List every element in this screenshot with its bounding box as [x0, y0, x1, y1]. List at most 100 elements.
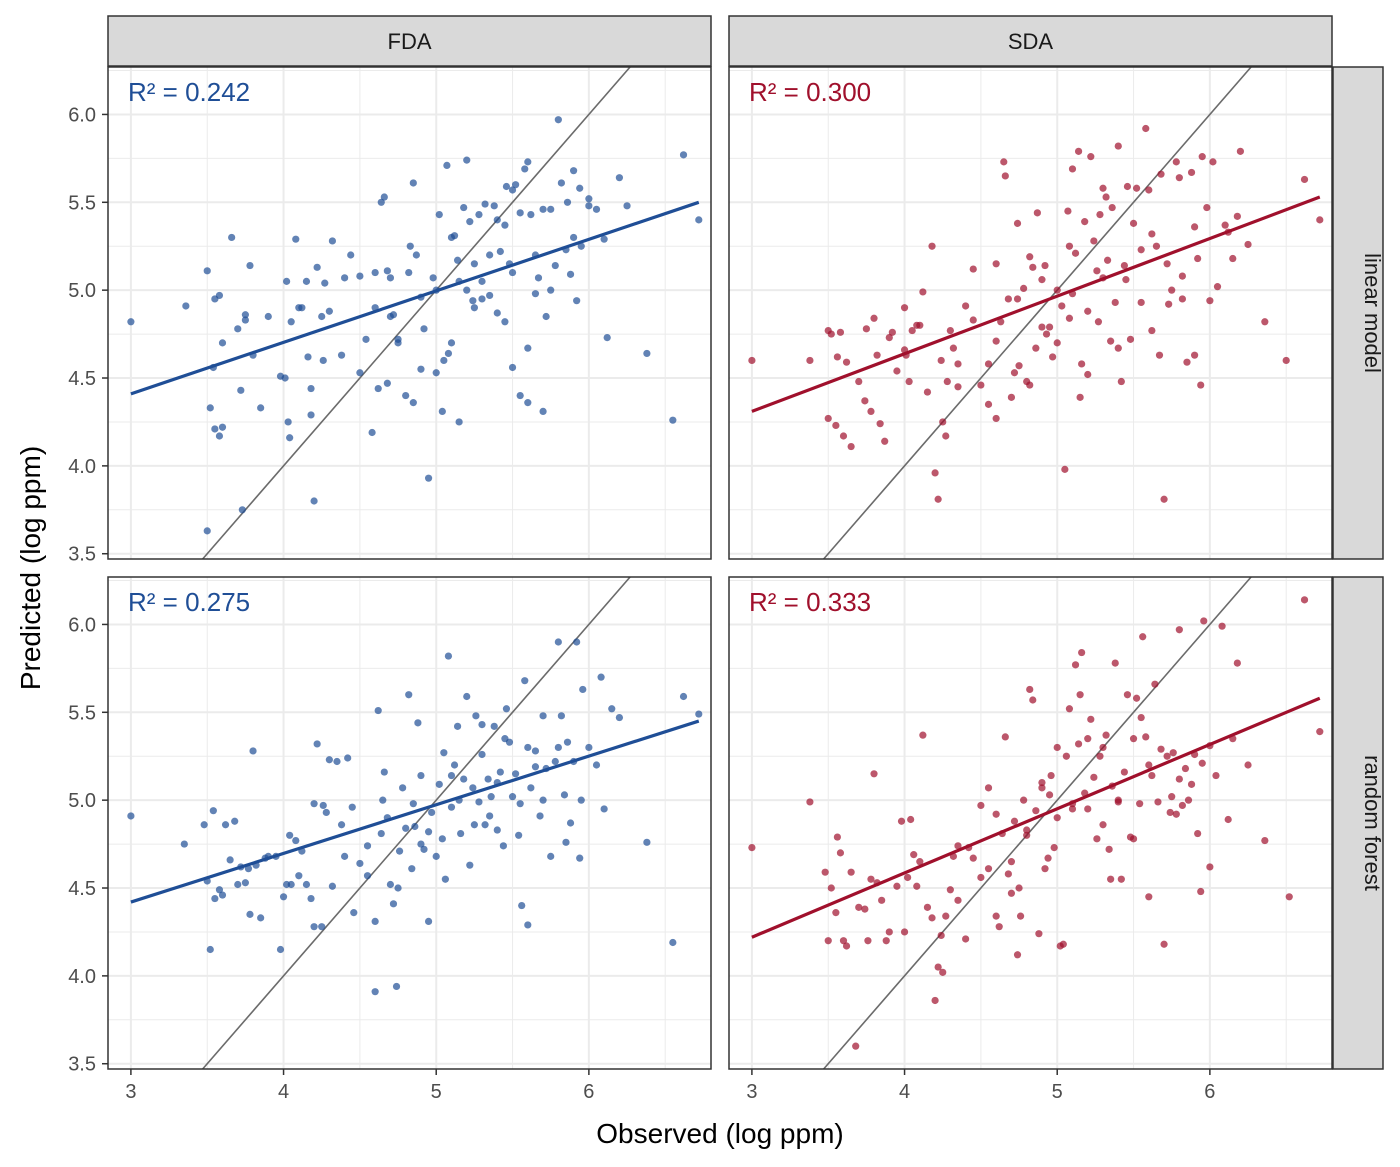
data-point	[1071, 249, 1080, 257]
data-point	[954, 896, 962, 904]
data-point	[380, 193, 388, 201]
data-point	[847, 868, 855, 876]
data-point	[861, 397, 869, 405]
data-point	[1165, 300, 1173, 308]
panel-border	[728, 576, 1333, 1070]
data-point	[478, 721, 486, 729]
data-point	[992, 260, 1000, 268]
data-point	[363, 842, 372, 850]
y-tick-label: 5.5	[68, 702, 96, 724]
data-point	[443, 161, 451, 169]
data-point	[570, 167, 578, 175]
x-tick-label: 6	[1204, 1081, 1215, 1103]
data-point	[241, 311, 249, 319]
data-point	[547, 205, 555, 213]
data-point	[824, 414, 832, 423]
data-point	[257, 914, 265, 922]
data-point	[424, 474, 433, 482]
data-point	[839, 937, 848, 945]
data-point	[1152, 242, 1161, 250]
data-point	[1132, 694, 1141, 702]
data-point	[218, 891, 227, 899]
data-point	[864, 937, 872, 945]
data-point	[417, 365, 425, 373]
data-point	[1071, 661, 1080, 669]
column-strip-label-fda: FDA	[388, 29, 432, 54]
data-point	[910, 851, 918, 859]
data-point	[977, 381, 985, 389]
data-point	[995, 923, 1003, 931]
data-point	[399, 784, 407, 792]
data-point	[1041, 261, 1049, 270]
data-point	[615, 174, 624, 182]
data-point	[1015, 884, 1023, 892]
data-point	[1181, 764, 1190, 773]
data-point	[827, 330, 835, 338]
data-point	[1032, 807, 1040, 815]
data-point	[577, 796, 585, 804]
data-point	[470, 304, 478, 312]
data-point	[1261, 318, 1269, 326]
data-point	[1233, 212, 1241, 220]
data-point	[1078, 360, 1086, 368]
data-point	[969, 316, 977, 324]
data-point	[1129, 835, 1138, 843]
data-point	[908, 326, 916, 335]
data-point	[246, 261, 254, 270]
data-point	[928, 914, 936, 922]
data-point	[954, 383, 962, 391]
data-point	[585, 202, 593, 210]
data-point	[238, 506, 246, 514]
data-point	[511, 770, 520, 778]
data-point	[1102, 731, 1110, 739]
data-point	[501, 221, 509, 229]
data-point	[855, 377, 863, 386]
data-point	[900, 304, 909, 312]
data-point	[1108, 203, 1116, 212]
data-point	[389, 900, 398, 908]
data-point	[1061, 465, 1069, 473]
data-point	[450, 232, 459, 240]
data-point	[977, 801, 985, 810]
data-point	[842, 358, 851, 366]
data-point	[821, 868, 829, 876]
x-tick-label: 4	[899, 1081, 910, 1103]
data-point	[246, 910, 254, 918]
data-point	[939, 968, 947, 976]
data-point	[1197, 381, 1205, 389]
data-point	[307, 894, 315, 903]
data-point	[478, 295, 486, 303]
data-point	[1065, 242, 1074, 250]
data-point	[1218, 622, 1226, 630]
data-point	[1001, 172, 1009, 180]
data-point	[463, 286, 471, 294]
panel-sda-random-forest: R² = 0.333	[728, 576, 1333, 1070]
data-point	[374, 384, 382, 393]
data-point	[870, 314, 878, 322]
data-point	[1032, 344, 1040, 352]
data-point	[695, 216, 703, 224]
data-point	[954, 842, 962, 850]
data-point	[1142, 124, 1150, 133]
data-point	[547, 852, 555, 860]
data-point	[524, 743, 532, 752]
data-point	[215, 291, 224, 300]
x-tick-label: 5	[1052, 1081, 1063, 1103]
data-point	[885, 928, 893, 936]
data-point	[386, 880, 395, 889]
y-tick-label: 3.5	[68, 544, 96, 566]
data-point	[1184, 796, 1193, 804]
data-point	[1160, 495, 1168, 503]
data-point	[344, 754, 352, 762]
r-squared-label: R² = 0.333	[749, 587, 871, 617]
data-point	[969, 854, 977, 862]
data-point	[919, 731, 927, 739]
data-point	[211, 894, 219, 903]
data-point	[463, 156, 471, 164]
data-point	[490, 202, 498, 210]
data-point	[1123, 691, 1132, 699]
panel-fda-random-forest: R² = 0.275	[107, 576, 712, 1070]
data-point	[516, 391, 524, 400]
data-point	[264, 312, 272, 321]
data-point	[435, 211, 443, 219]
